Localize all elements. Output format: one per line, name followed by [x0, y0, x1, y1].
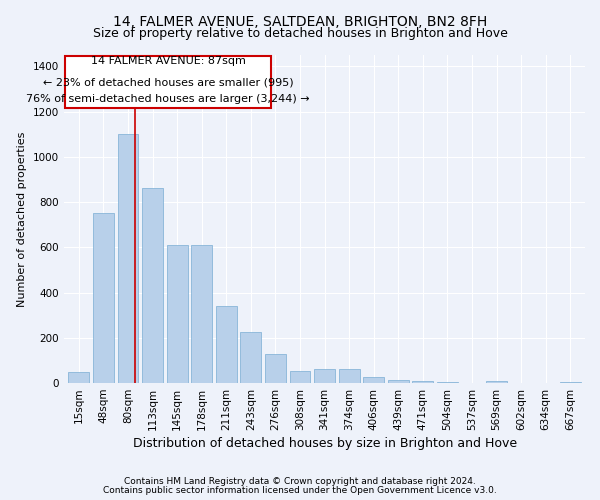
- Bar: [486, 381, 507, 383]
- Text: ← 23% of detached houses are smaller (995): ← 23% of detached houses are smaller (99…: [43, 77, 293, 87]
- Bar: [314, 370, 335, 383]
- Bar: [388, 380, 409, 383]
- Text: 76% of semi-detached houses are larger (3,244) →: 76% of semi-detached houses are larger (…: [26, 94, 310, 104]
- Bar: [363, 378, 384, 383]
- Text: Contains public sector information licensed under the Open Government Licence v3: Contains public sector information licen…: [103, 486, 497, 495]
- Bar: [118, 134, 139, 383]
- X-axis label: Distribution of detached houses by size in Brighton and Hove: Distribution of detached houses by size …: [133, 437, 517, 450]
- Bar: [142, 188, 163, 383]
- FancyBboxPatch shape: [65, 56, 271, 108]
- Bar: [191, 245, 212, 383]
- Bar: [265, 354, 286, 383]
- Text: 14, FALMER AVENUE, SALTDEAN, BRIGHTON, BN2 8FH: 14, FALMER AVENUE, SALTDEAN, BRIGHTON, B…: [113, 15, 487, 29]
- Bar: [437, 382, 458, 383]
- Y-axis label: Number of detached properties: Number of detached properties: [17, 132, 28, 306]
- Text: Size of property relative to detached houses in Brighton and Hove: Size of property relative to detached ho…: [92, 28, 508, 40]
- Bar: [167, 245, 188, 383]
- Bar: [560, 382, 581, 383]
- Bar: [338, 370, 359, 383]
- Bar: [68, 372, 89, 383]
- Bar: [412, 381, 433, 383]
- Bar: [216, 306, 237, 383]
- Bar: [290, 370, 310, 383]
- Text: 14 FALMER AVENUE: 87sqm: 14 FALMER AVENUE: 87sqm: [91, 56, 245, 66]
- Bar: [241, 332, 262, 383]
- Bar: [93, 214, 114, 383]
- Text: Contains HM Land Registry data © Crown copyright and database right 2024.: Contains HM Land Registry data © Crown c…: [124, 477, 476, 486]
